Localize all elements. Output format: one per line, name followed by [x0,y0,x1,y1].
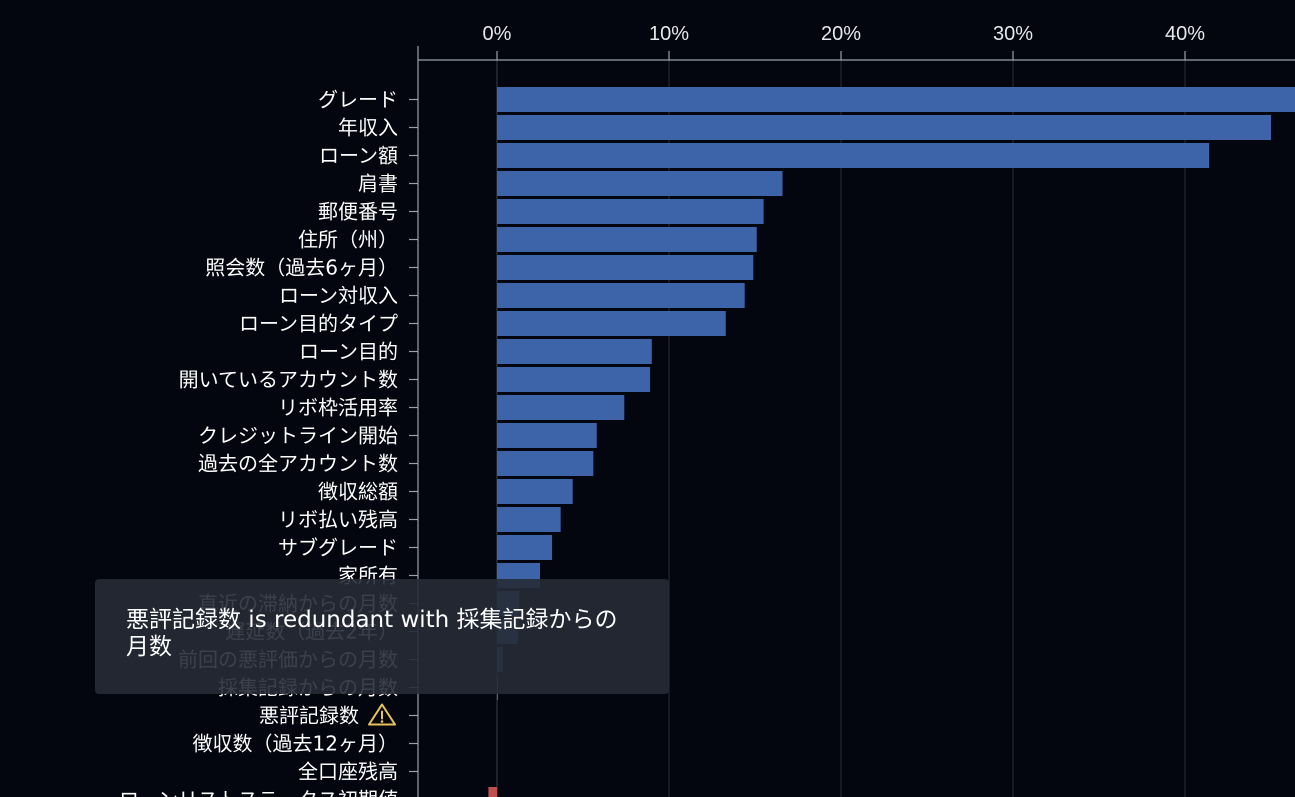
category-label: 開いているアカウント数 [179,368,398,392]
bar [497,339,652,364]
category-label: ローンリストステータス初期値 [119,788,398,797]
bar [497,535,553,560]
category-label: ローン対収入 [279,284,398,308]
category-label: 徴収総額 [318,480,398,504]
x-tick-label: 30% [993,23,1033,45]
bar [497,423,597,448]
bar [497,227,757,252]
bar [497,311,726,336]
category-label: グレード [318,88,398,112]
x-tick-label: 10% [649,23,689,45]
category-label: リボ払い残高 [278,508,398,532]
category-label: 郵便番号 [318,200,398,224]
bar [488,787,497,797]
category-label: 住所（州） [298,228,398,252]
bar [497,451,594,476]
bar [497,171,783,196]
category-label: ローン額 [319,144,398,168]
category-label: リボ枠活用率 [278,396,398,420]
bar [497,199,764,224]
bar [497,283,745,308]
bar [497,395,625,420]
category-label: クレジットライン開始 [198,424,398,448]
warning-icon-dot [380,720,384,723]
category-label: 悪評記録数 [259,704,359,728]
bar [497,507,561,532]
category-label: ローン目的 [299,340,398,364]
category-label: 全口座残高 [298,760,398,784]
warning-icon [368,703,396,726]
bar [497,367,651,392]
category-label: 徴収数（過去12ヶ月） [193,732,398,756]
bar [497,115,1271,140]
bar [497,87,1295,112]
redundancy-tooltip: 悪評記録数 is redundant with 採集記録からの月数 [95,579,669,694]
category-label: 肩書 [358,172,398,196]
bar [497,255,754,280]
category-label: サブグレード [278,536,398,560]
category-label: ローン目的タイプ [239,312,398,336]
bar [497,479,573,504]
category-label: 照会数（過去6ヶ月） [205,256,398,280]
category-label: 過去の全アカウント数 [198,452,398,476]
bar [497,143,1210,168]
x-tick-label: 40% [1165,23,1205,45]
category-label: 年収入 [338,116,398,140]
x-tick-label: 0% [483,23,512,45]
x-tick-label: 20% [821,23,861,45]
